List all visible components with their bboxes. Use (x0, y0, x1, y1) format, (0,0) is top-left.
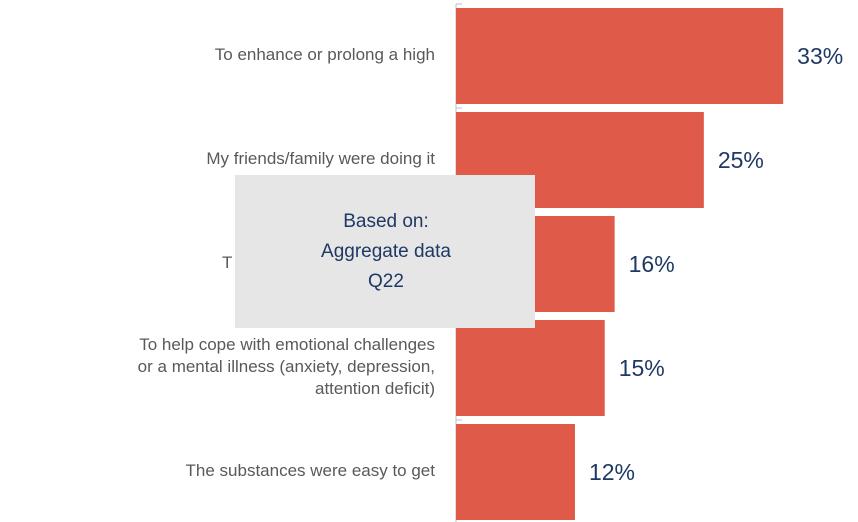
value-label: 33% (797, 43, 843, 69)
value-label: 15% (619, 355, 665, 381)
label-line: or a mental illness (anxiety, depression… (138, 357, 435, 376)
overlay-text: Aggregate data (321, 241, 451, 262)
overlay-text: Q22 (368, 271, 404, 292)
label-line: To enhance or prolong a high (215, 45, 435, 64)
label-line: The substances were easy to get (186, 461, 436, 480)
overlay-text: Based on: (343, 211, 429, 232)
label-line: T (222, 253, 232, 272)
category-label: To enhance or prolong a high (215, 45, 435, 64)
category-label: My friends/family were doing it (206, 149, 435, 168)
value-label: 12% (589, 459, 635, 485)
label-line: My friends/family were doing it (206, 149, 435, 168)
category-label: T (222, 253, 232, 272)
label-line: attention deficit) (315, 379, 435, 398)
overlay-box (235, 175, 535, 328)
bar (456, 424, 575, 520)
value-label: 25% (718, 147, 764, 173)
bar (456, 8, 784, 104)
category-label: To help cope with emotional challenges or… (138, 335, 435, 398)
value-label: 16% (629, 251, 675, 277)
label-line: To help cope with emotional challenges (139, 335, 435, 354)
bar (456, 320, 605, 416)
category-label: The substances were easy to get (186, 461, 436, 480)
